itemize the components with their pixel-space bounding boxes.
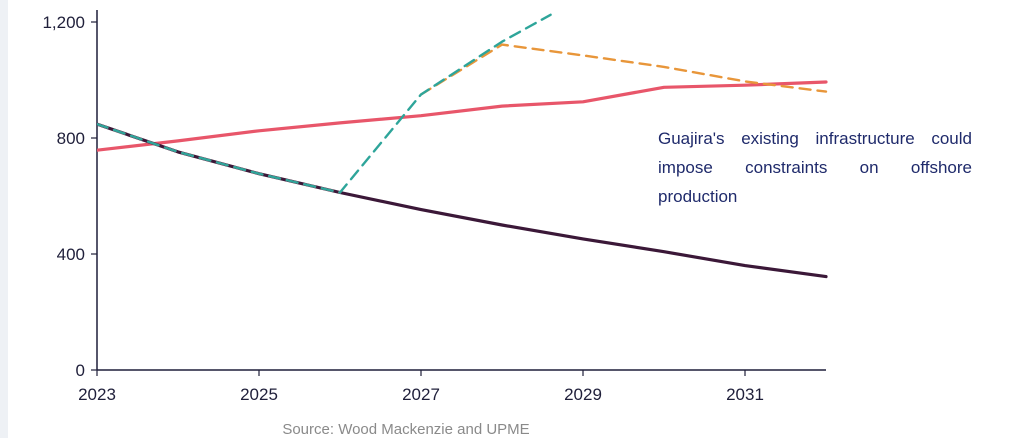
source-note: Source: Wood Mackenzie and UPME — [282, 421, 530, 438]
y-tick-label: 1,200 — [42, 13, 85, 32]
x-tick-label: 2025 — [240, 385, 278, 404]
page-edge — [0, 0, 8, 438]
chart-series — [97, 13, 828, 279]
y-tick-label: 800 — [57, 129, 85, 148]
chart-axes — [91, 10, 826, 376]
x-tick-label: 2031 — [726, 385, 764, 404]
chart-annotation: Guajira's existing infrastructure could … — [658, 129, 972, 206]
y-tick-label: 400 — [57, 245, 85, 264]
chart-tick-labels: 0 400 800 1,200 2023 2025 2027 2029 2031 — [42, 13, 763, 404]
series-line-1 — [97, 80, 828, 152]
x-tick-label: 2029 — [564, 385, 602, 404]
series-line-5 — [97, 13, 552, 194]
y-tick-label: 0 — [76, 361, 85, 380]
x-tick-label: 2027 — [402, 385, 440, 404]
series-line-3 — [419, 43, 828, 96]
x-tick-label: 2023 — [78, 385, 116, 404]
